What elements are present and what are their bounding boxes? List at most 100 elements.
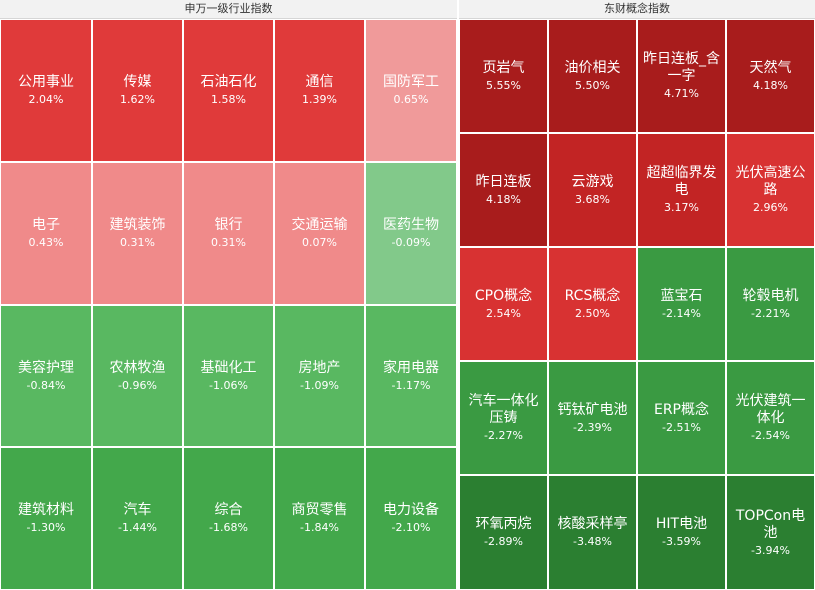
heatmap-cell[interactable]: 油价相关 5.50% [548,19,637,133]
heatmap-cell[interactable]: 建筑材料 -1.30% [0,447,92,590]
cell-name-label: CPO概念 [474,287,533,304]
cell-change-label: -1.17% [391,378,431,392]
cell-name-label: 传媒 [123,74,152,90]
cell-name-label: 昨日连板_含一字 [643,51,720,84]
concept-heatmap: 页岩气 5.55% 油价相关 5.50% 昨日连板_含一字 4.71% 天然气 4.18% 昨日… [459,19,815,590]
heatmap-cell[interactable]: 云游戏 3.68% [548,133,637,247]
cell-change-label: -1.09% [300,378,339,392]
cell-change-label: 0.07% [302,236,337,249]
heatmap-cell[interactable]: 基础化工 -1.06% [183,305,274,447]
concept-index-panel: 东财概念指数 页岩气 5.55% 油价相关 5.50% 昨日连板_含一字 4.71% 天然气… [459,0,815,590]
cell-name-label: TOPCon电池 [735,507,806,541]
heatmap-cell[interactable]: 环氧丙烷 -2.89% [459,475,548,590]
cell-name-label: 天然气 [749,59,792,76]
heatmap-cell[interactable]: 昨日连板_含一字 4.71% [637,19,726,133]
heatmap-cell[interactable]: 光伏高速公路 2.96% [726,133,815,247]
heatmap-cell[interactable]: 钙钛矿电池 -2.39% [548,361,637,475]
cell-name-label: 云游戏 [571,173,614,190]
heatmap-cell[interactable]: 交通运输 0.07% [274,162,365,305]
cell-name-label: 石油石化 [200,74,257,90]
industry-panel-title: 申万一级行业指数 [0,0,457,19]
industry-index-panel: 申万一级行业指数 公用事业 2.04% 传媒 1.62% 石油石化 1.58% 通信 1.39… [0,0,457,590]
heatmap-cell[interactable]: 商贸零售 -1.84% [274,447,365,590]
cell-name-label: 昨日连板 [475,173,532,190]
cell-change-label: -0.84% [26,378,66,392]
cell-change-label: 1.39% [302,93,337,106]
cell-name-label: 农林牧渔 [109,359,166,376]
heatmap-cell[interactable]: ERP概念 -2.51% [637,361,726,475]
heatmap-cell[interactable]: 汽车 -1.44% [92,447,183,590]
heatmap-cell[interactable]: 昨日连板 4.18% [459,133,548,247]
cell-change-label: 0.65% [393,93,429,106]
cell-change-label: -3.94% [751,543,790,557]
cell-change-label: 0.31% [211,236,246,249]
heatmap-cell[interactable]: 银行 0.31% [183,162,274,305]
cell-change-label: -2.39% [573,420,612,434]
cell-name-label: 房地产 [298,359,341,376]
cell-change-label: 5.55% [486,78,521,92]
cell-name-label: 商贸零售 [291,502,348,518]
heatmap-cell[interactable]: 传媒 1.62% [92,19,183,162]
cell-name-label: 医药生物 [383,217,439,233]
cell-change-label: -2.14% [662,306,701,320]
cell-name-label: 页岩气 [482,59,525,76]
heatmap-cell[interactable]: 公用事业 2.04% [0,19,92,162]
cell-change-label: 1.62% [120,93,155,106]
cell-name-label: 交通运输 [291,217,348,233]
cell-name-label: 美容护理 [18,359,74,376]
cell-name-label: 银行 [214,217,243,233]
heatmap-cell[interactable]: 汽车一体化压铸 -2.27% [459,361,548,475]
heatmap-cell[interactable]: 电力设备 -2.10% [365,447,457,590]
heatmap-cell[interactable]: CPO概念 2.54% [459,247,548,361]
heatmap-cell[interactable]: 通信 1.39% [274,19,365,162]
heatmap-cell[interactable]: RCS概念 2.50% [548,247,637,361]
heatmap-cell[interactable]: 石油石化 1.58% [183,19,274,162]
heatmap-cell[interactable]: 电子 0.43% [0,162,92,305]
heatmap-cell[interactable]: 农林牧渔 -0.96% [92,305,183,447]
cell-name-label: HIT电池 [655,516,708,532]
cell-change-label: -2.51% [662,420,701,434]
cell-name-label: 电力设备 [383,502,439,518]
cell-change-label: -2.27% [484,429,523,442]
cell-name-label: 光伏高速公路 [735,165,806,198]
cell-name-label: 汽车一体化压铸 [468,393,539,426]
heatmap-cell[interactable]: 超超临界发电 3.17% [637,133,726,247]
heatmap-cell[interactable]: 蓝宝石 -2.14% [637,247,726,361]
cell-change-label: -0.96% [118,378,157,392]
cell-change-label: 2.54% [486,306,521,320]
heatmap-cell[interactable]: TOPCon电池 -3.94% [726,475,815,590]
heatmap-cell[interactable]: 天然气 4.18% [726,19,815,133]
cell-name-label: 电子 [32,217,60,233]
cell-name-label: 通信 [305,74,334,90]
heatmap-cell[interactable]: 建筑装饰 0.31% [92,162,183,305]
cell-name-label: 公用事业 [18,74,74,90]
cell-change-label: -0.09% [391,236,431,249]
cell-change-label: 0.31% [120,236,155,249]
heatmap-cell[interactable]: 美容护理 -0.84% [0,305,92,447]
cell-change-label: 2.50% [575,306,610,320]
cell-change-label: -1.68% [209,521,248,534]
cell-change-label: 4.18% [486,192,521,206]
heatmap-cell[interactable]: 综合 -1.68% [183,447,274,590]
cell-name-label: 蓝宝石 [660,287,703,304]
heatmap-cell[interactable]: 医药生物 -0.09% [365,162,457,305]
cell-change-label: 4.71% [664,87,699,100]
heatmap-cell[interactable]: 房地产 -1.09% [274,305,365,447]
cell-name-label: 建筑装饰 [109,217,166,233]
cell-change-label: 3.17% [664,201,699,214]
cell-name-label: 轮毂电机 [742,287,799,304]
heatmap-cell[interactable]: 核酸采样亭 -3.48% [548,475,637,590]
heatmap-cell[interactable]: 页岩气 5.55% [459,19,548,133]
cell-name-label: 钙钛矿电池 [557,401,628,418]
heatmap-cell[interactable]: 家用电器 -1.17% [365,305,457,447]
cell-name-label: 综合 [214,502,243,518]
cell-change-label: -2.89% [484,535,523,548]
cell-name-label: 汽车 [123,502,152,518]
heatmap-cell[interactable]: 轮毂电机 -2.21% [726,247,815,361]
cell-change-label: 0.43% [28,236,64,249]
heatmap-cell[interactable]: 光伏建筑一体化 -2.54% [726,361,815,475]
heatmap-cell[interactable]: HIT电池 -3.59% [637,475,726,590]
heatmap-cell[interactable]: 国防军工 0.65% [365,19,457,162]
cell-change-label: -1.30% [26,521,66,534]
cell-name-label: 光伏建筑一体化 [735,393,806,426]
